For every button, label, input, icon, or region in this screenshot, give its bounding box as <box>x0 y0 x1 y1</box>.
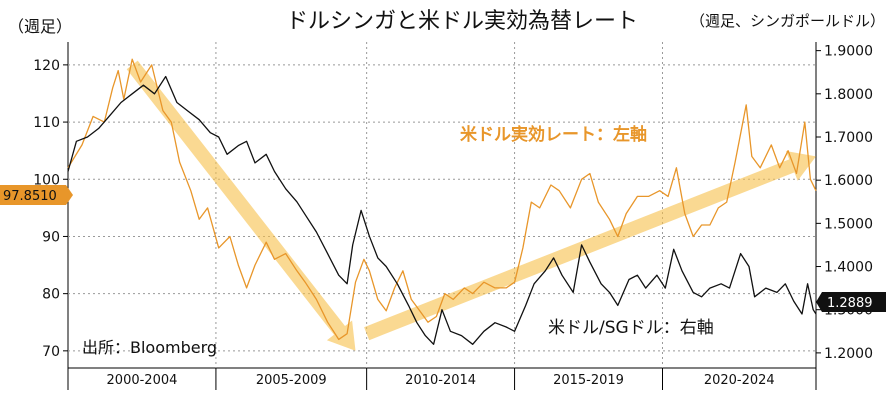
left-tick-label: 100 <box>33 172 60 188</box>
left-tick-label: 90 <box>42 229 60 245</box>
x-axis-bands: 2000-2004 2005-2009 2010-2014 2015-2019 2020… <box>107 368 775 390</box>
left-axis-label: （週足） <box>8 17 72 36</box>
right-axis-ticks: 1.20001.30001.40001.50001.60001.70001.80… <box>816 44 873 362</box>
right-tick-label: 1.5000 <box>824 216 873 232</box>
series-lines <box>67 58 817 345</box>
usd-effective-rate-line <box>67 58 817 341</box>
right-last-value: 1.2889 <box>827 296 873 311</box>
left-last-value-badge: 97.8510 <box>0 185 73 205</box>
chart-subtitle: （週足、シンガポールドル） <box>690 12 885 30</box>
x-band-label: 2015-2019 <box>553 373 624 388</box>
left-last-value: 97.8510 <box>3 189 57 204</box>
x-band-label: 2010-2014 <box>405 373 476 388</box>
chart-title: ドルシンガと米ドル実効為替レート <box>286 9 638 34</box>
right-tick-label: 1.7000 <box>824 130 873 146</box>
right-last-value-badge: 1.2889 <box>816 292 886 312</box>
left-tick-label: 110 <box>33 115 60 131</box>
trend-arrow <box>126 60 356 351</box>
left-tick-label: 80 <box>42 287 60 303</box>
right-tick-label: 1.2000 <box>824 346 873 362</box>
trend-arrow <box>364 151 816 341</box>
source-note: 出所：Bloomberg <box>82 338 217 357</box>
x-band-label: 2000-2004 <box>107 373 178 388</box>
right-tick-label: 1.4000 <box>824 260 873 276</box>
trend-arrows <box>126 60 816 351</box>
left-tick-label: 70 <box>42 344 60 360</box>
right-tick-label: 1.9000 <box>824 44 873 60</box>
right-tick-label: 1.6000 <box>824 173 873 189</box>
gridlines <box>67 42 817 390</box>
x-band-label: 2005-2009 <box>256 373 327 388</box>
usd-sgd-line <box>67 75 817 345</box>
right-tick-label: 1.8000 <box>824 87 873 103</box>
left-tick-label: 120 <box>33 58 60 74</box>
left-axis-ticks: 70 80 90 100 110 120 <box>33 58 68 360</box>
orange-series-annotation: 米ドル実効レート：左軸 <box>460 124 647 145</box>
x-band-label: 2020-2024 <box>704 373 775 388</box>
black-series-annotation: 米ドル/SGドル：右軸 <box>548 318 714 338</box>
